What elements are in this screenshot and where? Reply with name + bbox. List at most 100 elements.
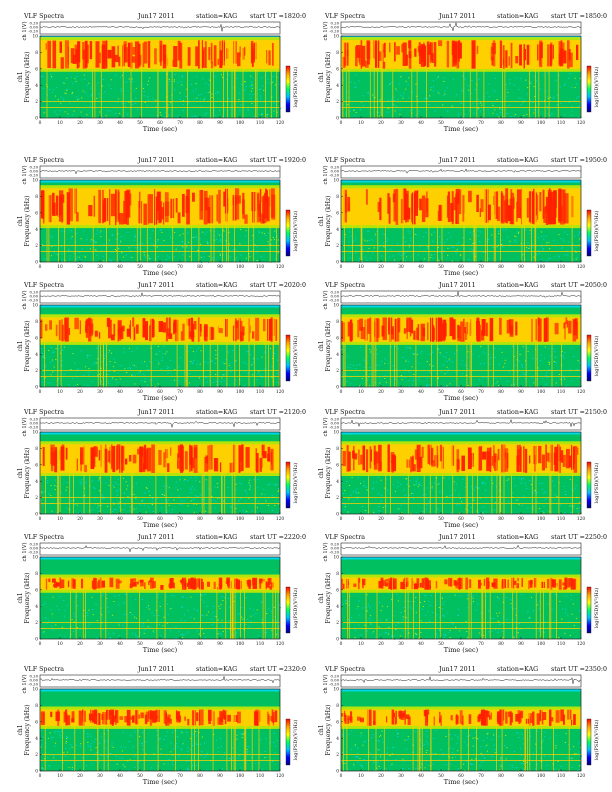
sferic-line — [212, 709, 214, 771]
noise-speck — [63, 636, 65, 638]
intensity-burst — [402, 42, 407, 66]
sferic-line — [524, 188, 525, 262]
intensity-burst — [205, 197, 209, 211]
intensity-burst — [252, 331, 255, 339]
noise-speck — [462, 478, 464, 480]
noise-speck — [217, 91, 219, 93]
x-tick-label: 110 — [256, 121, 264, 126]
noise-speck — [67, 113, 69, 115]
noise-speck — [156, 241, 158, 243]
noise-speck — [567, 234, 569, 235]
noise-speck — [397, 348, 400, 350]
noise-speck — [157, 735, 159, 736]
noise-speck — [218, 605, 220, 607]
sferic-line — [130, 40, 132, 118]
noise-speck — [93, 240, 95, 241]
noise-speck — [461, 757, 463, 759]
noise-speck — [404, 376, 406, 378]
noise-speck — [118, 98, 120, 100]
intensity-burst — [545, 196, 549, 225]
noise-speck — [548, 369, 550, 371]
intensity-burst — [481, 319, 486, 336]
noise-speck — [522, 372, 524, 373]
noise-speck — [399, 95, 402, 97]
noise-speck — [139, 243, 141, 245]
noise-speck — [449, 747, 451, 749]
noise-speck — [546, 372, 548, 374]
sferic-line — [416, 40, 418, 118]
noise-speck — [127, 496, 129, 498]
x-tick-label: 120 — [577, 121, 585, 126]
intensity-burst — [401, 44, 403, 53]
noise-speck — [491, 496, 494, 497]
intensity-burst — [537, 318, 542, 342]
noise-speck — [579, 103, 581, 105]
noise-speck — [167, 366, 169, 367]
noise-speck — [277, 359, 279, 361]
noise-speck — [56, 511, 58, 513]
intensity-burst — [423, 45, 427, 66]
noise-speck — [548, 511, 550, 512]
noise-speck — [241, 607, 243, 609]
noise-speck — [555, 79, 557, 81]
noise-speck — [199, 481, 201, 483]
sferic-line — [360, 188, 362, 262]
waveform-tick-label: 0.00 — [331, 294, 340, 299]
x-tick-label: 110 — [256, 390, 264, 395]
noise-speck — [543, 238, 545, 240]
noise-speck — [120, 88, 122, 90]
noise-speck — [88, 368, 90, 370]
intensity-burst — [460, 321, 464, 342]
noise-speck — [575, 245, 577, 247]
noise-speck — [131, 257, 133, 259]
noise-speck — [274, 230, 276, 232]
intensity-burst — [169, 718, 172, 724]
noise-speck — [370, 351, 372, 353]
noise-speck — [482, 483, 484, 484]
noise-speck — [549, 258, 551, 259]
noise-speck — [108, 84, 110, 86]
noise-speck — [246, 748, 248, 750]
sferic-line — [264, 577, 266, 639]
noise-speck — [407, 361, 409, 362]
noise-speck — [134, 767, 136, 769]
noise-speck — [219, 738, 221, 739]
sferic-line — [534, 188, 536, 262]
spectrogram-panel: VLF Spectra Jun17 2011 station=KAG start UT… — [318, 157, 607, 277]
y-axis-label: Frequency (kHz) — [24, 51, 31, 102]
y-tick-label: 10 — [334, 556, 340, 561]
noise-speck — [529, 229, 531, 231]
sferic-line — [248, 317, 250, 387]
noise-speck — [458, 504, 460, 506]
noise-speck — [220, 74, 222, 76]
noise-speck — [196, 735, 198, 737]
intensity-burst — [529, 581, 533, 588]
waveform-trace — [39, 24, 281, 32]
noise-speck — [417, 379, 420, 381]
noise-speck — [135, 97, 137, 99]
noise-speck — [108, 633, 110, 635]
waveform-tick-label: 0.00 — [30, 294, 39, 299]
noise-speck — [166, 255, 169, 257]
colorbar-label: log(PSD)(V²/Hz) — [593, 588, 600, 629]
noise-speck — [367, 376, 370, 378]
noise-speck — [413, 484, 415, 486]
noise-speck — [190, 500, 192, 502]
noise-speck — [274, 352, 276, 354]
noise-speck — [579, 238, 581, 240]
noise-speck — [489, 358, 491, 360]
intensity-burst — [146, 447, 152, 472]
noise-speck — [349, 111, 351, 113]
intensity-burst — [392, 456, 394, 473]
noise-speck — [405, 359, 407, 361]
sferic-line — [550, 444, 552, 514]
y-tick-label: 0 — [336, 638, 339, 643]
noise-speck — [345, 113, 347, 115]
noise-speck — [217, 747, 219, 749]
noise-speck — [506, 618, 508, 620]
noise-speck — [141, 625, 143, 627]
noise-speck — [410, 239, 412, 241]
noise-speck — [182, 596, 184, 598]
noise-speck — [149, 361, 151, 363]
sferic-line — [233, 709, 235, 771]
